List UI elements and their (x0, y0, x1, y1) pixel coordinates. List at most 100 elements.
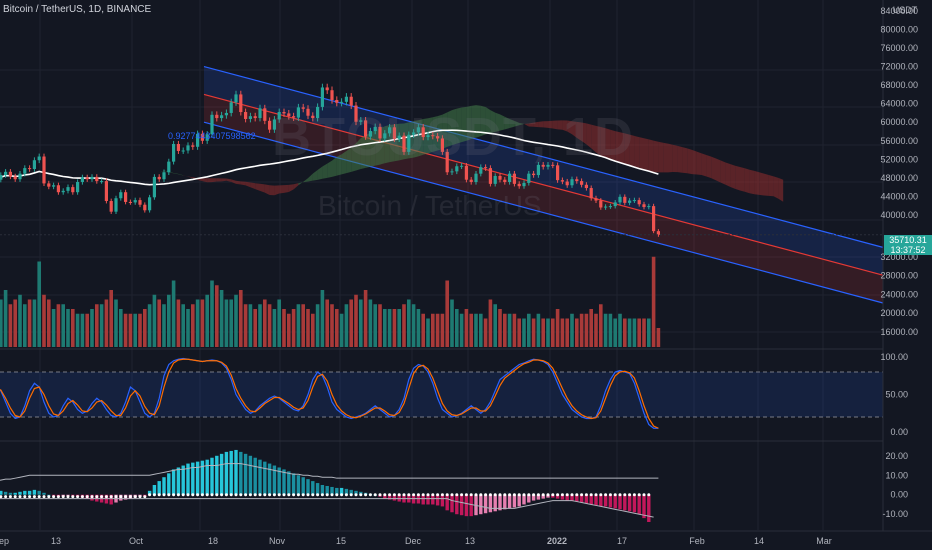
volume-bar (85, 313, 89, 347)
candle-body (503, 179, 507, 183)
candle-body (210, 114, 214, 135)
macd-signal-dot (301, 493, 305, 497)
volume-bar (450, 299, 454, 347)
volume-bar (320, 290, 325, 347)
volume-bar (565, 318, 569, 347)
macd-histogram-bar (248, 455, 253, 495)
macd-signal-dot (272, 493, 276, 497)
cloud-segment (485, 106, 491, 135)
candle-body (296, 107, 300, 118)
macd-histogram-bar (527, 494, 531, 503)
macd-signal-dot (90, 495, 94, 499)
macd-histogram-bar (387, 494, 392, 500)
candle-body (143, 204, 147, 211)
time-tick-label: 13 (51, 536, 61, 546)
macd-signal-dot (388, 493, 392, 497)
volume-bar (32, 299, 37, 347)
macd-histogram-bar (277, 467, 281, 495)
macd-signal-dot (76, 495, 80, 499)
cloud-segment (557, 120, 563, 130)
last-price-badge (884, 235, 932, 255)
macd-signal-dot (503, 493, 507, 497)
macd-histogram-bar (205, 459, 209, 495)
macd-histogram-bar (171, 469, 176, 495)
macd-histogram-bar (450, 494, 454, 513)
macd-signal-dot (311, 493, 315, 497)
cloud-segment (432, 116, 438, 152)
candle-body (253, 116, 257, 119)
candle-body (551, 164, 555, 166)
macd-histogram-bar (349, 489, 353, 495)
time-tick-label: 14 (754, 536, 764, 546)
time-tick-label: 15 (336, 536, 346, 546)
channel-upper-line (203, 66, 884, 248)
macd-histogram-bar (239, 451, 243, 495)
candle-body (647, 206, 651, 208)
volume-bar (95, 304, 99, 347)
volume-bar (23, 304, 27, 347)
candle-body (541, 164, 545, 167)
volume-bar (632, 318, 637, 347)
cloud-segment (236, 180, 241, 185)
candle-body (80, 177, 84, 183)
candle-body (368, 131, 372, 137)
macd-signal-dot (263, 493, 267, 497)
volume-bar (603, 313, 608, 347)
volume-bar (330, 304, 334, 347)
macd-signal-dot (176, 493, 180, 497)
volume-bar (488, 299, 493, 347)
cloud-segment (317, 166, 323, 180)
macd-signal-dot (13, 495, 17, 499)
volume-bar (599, 304, 603, 347)
price-axis-background (883, 0, 932, 550)
volume-bar (18, 294, 22, 347)
macd-signal-dot (220, 493, 224, 497)
macd-signal-dot (148, 493, 152, 497)
macd-signal-dot (584, 493, 588, 497)
volume-bar (215, 285, 219, 347)
macd-signal-dot (296, 493, 300, 497)
cloud-segment (260, 183, 265, 193)
macd-signal-dot (431, 493, 435, 497)
macd-tick-label: 20.00 (885, 451, 908, 461)
volume-bar (325, 299, 329, 347)
candle-body (205, 134, 209, 141)
volume-bar (167, 294, 171, 347)
candle-body (460, 165, 464, 167)
volume-bar (301, 304, 305, 347)
candle-body (373, 126, 377, 132)
macd-histogram-bar (392, 494, 397, 501)
macd-signal-dot (42, 495, 46, 499)
macd-histogram-bar (162, 477, 166, 495)
volume-bar (594, 313, 598, 347)
channel-median-line (203, 93, 884, 276)
volume-bar (522, 318, 526, 347)
macd-signal-dot (354, 493, 358, 497)
cloud-segment (600, 127, 606, 159)
cloud-segment (264, 184, 270, 195)
cloud-segment (207, 178, 212, 183)
cloud-segment (572, 121, 577, 138)
macd-tick-label: 0.00 (890, 490, 908, 500)
candle-body (114, 198, 118, 212)
candle-body (215, 114, 219, 119)
cloud-segment (538, 121, 544, 128)
cloud-segment (303, 178, 308, 183)
macd-signal-dot (412, 493, 416, 497)
macd-signal-dot (191, 493, 195, 497)
candle-body (181, 150, 185, 152)
candle-body (311, 115, 315, 119)
volume-bar (383, 309, 387, 347)
cloud-segment (428, 117, 433, 154)
price-tick-label: 52000.00 (880, 154, 918, 164)
macd-signal-dot (522, 493, 526, 497)
volume-bar (27, 299, 32, 347)
macd-histogram-bar (431, 494, 435, 505)
volume-bar (464, 309, 469, 347)
macd-histogram-bar (200, 460, 205, 495)
volume-bar (575, 318, 579, 347)
cloud-segment (586, 123, 592, 149)
cloud-segment (639, 137, 644, 170)
time-tick-label: Feb (689, 536, 705, 546)
